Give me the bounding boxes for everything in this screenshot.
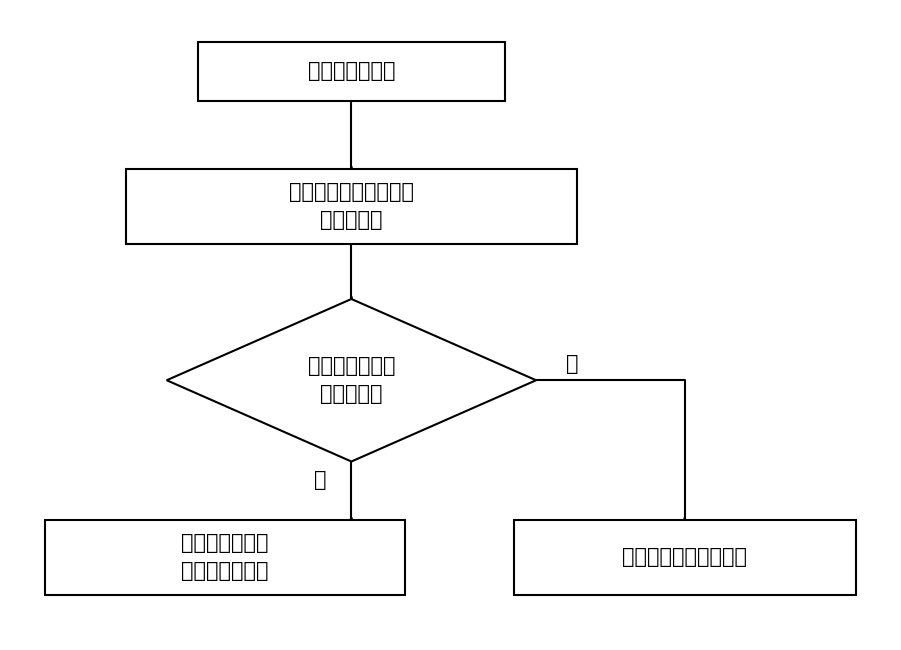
Text: 载车板停止运行并报警: 载车板停止运行并报警 xyxy=(623,548,747,567)
FancyBboxPatch shape xyxy=(45,520,405,595)
FancyBboxPatch shape xyxy=(514,520,856,595)
Polygon shape xyxy=(167,299,536,462)
Text: 是: 是 xyxy=(566,354,578,374)
Text: 载车板升降运行: 载车板升降运行 xyxy=(307,62,396,81)
Text: 读取载车板四个检测点
的高度数据: 读取载车板四个检测点 的高度数据 xyxy=(289,183,414,230)
FancyBboxPatch shape xyxy=(126,169,577,244)
Text: 否: 否 xyxy=(314,471,326,491)
FancyBboxPatch shape xyxy=(198,42,505,101)
Text: 载车板的倾斜度
超过设定值: 载车板的倾斜度 超过设定值 xyxy=(307,357,396,404)
Text: 载车板继续运行
并保存本次数据: 载车板继续运行 并保存本次数据 xyxy=(181,534,269,581)
